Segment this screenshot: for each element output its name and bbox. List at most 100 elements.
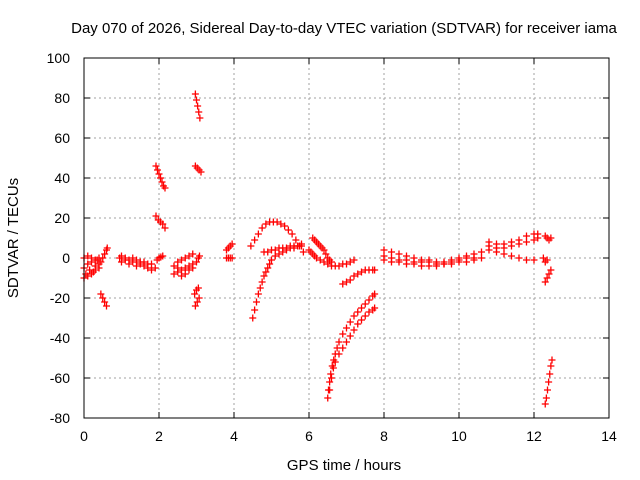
data-point (103, 302, 110, 310)
data-point (358, 316, 365, 324)
series-arc-02 (97, 244, 111, 266)
data-point (193, 258, 200, 266)
series-arc-01 (80, 252, 103, 282)
data-point (371, 290, 379, 298)
data-point (283, 244, 290, 252)
data-point (133, 262, 140, 270)
data-point (425, 258, 433, 266)
series-arc-27 (485, 246, 538, 264)
series-arc-08 (170, 250, 197, 280)
series-arc-31 (539, 254, 551, 266)
data-point (181, 254, 189, 262)
data-point (515, 240, 523, 248)
data-point (542, 394, 550, 402)
data-point (418, 258, 425, 266)
data-point (346, 318, 354, 326)
data-point (118, 258, 125, 266)
y-axis-label: SDTVAR / TECUs (5, 178, 22, 298)
data-point (254, 290, 262, 298)
series-arc-25 (380, 252, 478, 268)
data-point (346, 258, 354, 266)
data-point (275, 250, 283, 258)
data-point (541, 400, 549, 408)
data-point (339, 344, 347, 352)
data-point (523, 256, 530, 264)
data-point (154, 166, 161, 174)
data-point (448, 258, 455, 266)
data-point (281, 222, 289, 230)
data-point (91, 266, 99, 274)
data-point (350, 256, 358, 264)
data-point (320, 246, 328, 254)
data-point (288, 230, 296, 238)
x-tick-label: 2 (155, 428, 163, 444)
series-arc-17 (260, 240, 305, 256)
series-arc-11 (191, 294, 203, 310)
x-tick-label: 10 (451, 428, 467, 444)
data-point (478, 254, 485, 262)
data-point (148, 260, 155, 268)
data-point (189, 264, 197, 272)
data-point (271, 246, 279, 254)
data-point (361, 312, 369, 320)
data-points (80, 90, 556, 408)
data-point (548, 356, 556, 364)
data-point (99, 254, 107, 262)
data-point (99, 294, 107, 302)
data-point (174, 268, 182, 276)
data-point (189, 250, 197, 258)
data-point (194, 102, 202, 110)
series-arc-16 (247, 218, 307, 256)
data-point (262, 220, 270, 228)
data-point (500, 244, 508, 252)
data-point (121, 254, 129, 262)
data-point (541, 278, 549, 286)
data-point (268, 256, 275, 264)
data-point (88, 254, 95, 262)
data-point (299, 248, 307, 256)
data-point (249, 314, 257, 322)
x-tick-label: 6 (305, 428, 313, 444)
data-point (365, 296, 373, 304)
data-point (354, 320, 362, 328)
data-point (343, 338, 350, 346)
series-arc-20 (324, 290, 379, 402)
data-point (343, 278, 350, 286)
data-point (440, 260, 448, 268)
data-point (101, 250, 109, 258)
data-point (181, 264, 189, 272)
data-point (380, 252, 388, 260)
data-point (534, 234, 542, 242)
y-tick-label: 100 (47, 50, 71, 66)
data-point (151, 264, 159, 272)
data-point (298, 240, 305, 248)
data-point (84, 252, 92, 260)
data-point (84, 272, 92, 280)
data-point (228, 240, 236, 248)
data-point (103, 244, 111, 252)
data-point (485, 242, 493, 250)
data-point (361, 300, 369, 308)
data-point (508, 242, 515, 250)
y-tick-label: 40 (54, 170, 70, 186)
data-point (388, 248, 395, 256)
data-point (358, 268, 365, 276)
data-point (395, 256, 403, 264)
data-point (247, 242, 255, 250)
data-point (185, 266, 193, 274)
data-point (395, 250, 403, 258)
data-point (339, 330, 347, 338)
x-tick-label: 8 (380, 428, 388, 444)
series-arc-05 (152, 162, 169, 192)
y-tick-label: 20 (54, 210, 70, 226)
data-point (194, 284, 202, 292)
data-point (530, 236, 538, 244)
data-point (543, 256, 551, 264)
data-point (326, 386, 334, 394)
data-point (547, 234, 555, 242)
grid (84, 58, 609, 418)
data-point (371, 304, 379, 312)
data-point (545, 378, 553, 386)
data-point (371, 266, 379, 274)
data-point (350, 272, 358, 280)
